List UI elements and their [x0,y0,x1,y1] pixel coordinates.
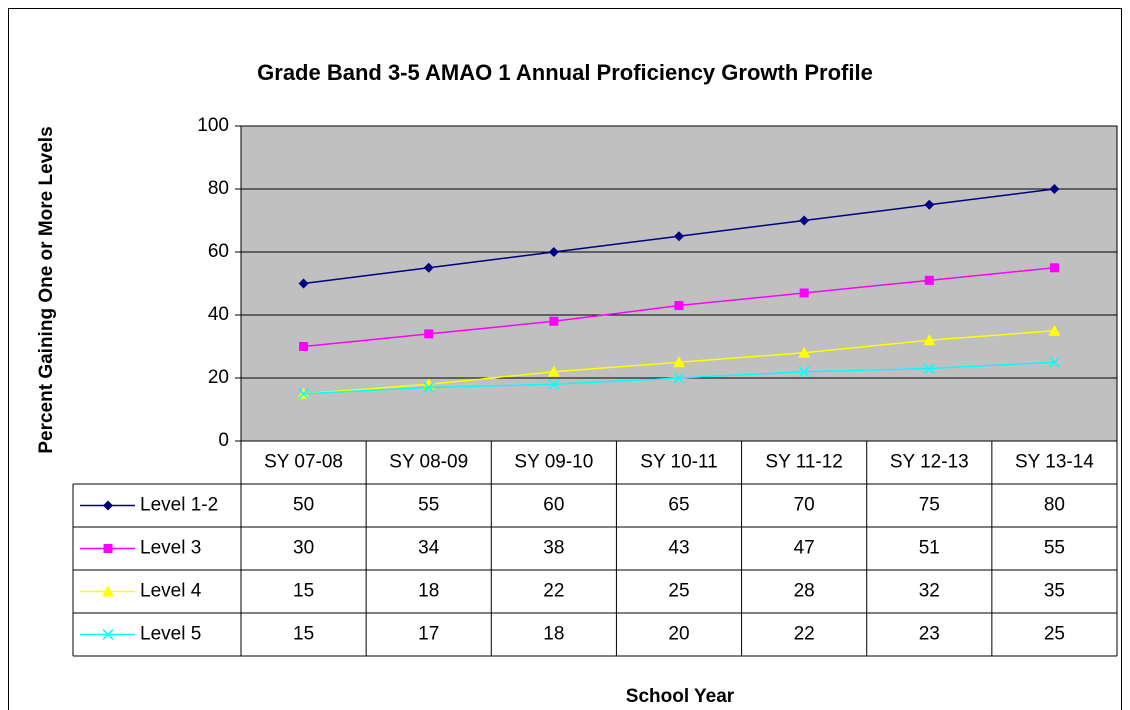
table-value: 60 [543,495,564,516]
x-axis-label: School Year [626,686,735,707]
marker [798,366,810,378]
marker [674,231,684,242]
y-tick-label: 0 [218,430,229,451]
marker [422,378,435,390]
marker [799,288,809,298]
table-value: 22 [543,581,564,602]
y-tick-label: 20 [208,367,229,388]
marker [923,363,935,375]
marker [298,388,310,400]
marker [1048,356,1060,368]
legend-label: Level 5 [140,624,201,645]
table-value: 18 [418,581,439,602]
table-value: 70 [794,495,815,516]
table-value: 25 [1044,624,1065,645]
table-value: 75 [919,495,940,516]
marker [103,500,113,511]
table-value: 43 [668,538,689,559]
table-value: 55 [1044,538,1065,559]
marker [923,334,936,346]
table-value: 15 [293,624,314,645]
table-value: 25 [668,581,689,602]
chart-title: Grade Band 3-5 AMAO 1 Annual Proficiency… [257,60,873,85]
marker [423,262,434,273]
table-value: 28 [794,581,815,602]
table-value: 35 [1044,581,1065,602]
y-axis-label: Percent Gaining One or More Levels [36,126,57,453]
legend-label: Level 1-2 [140,495,218,516]
marker [102,628,114,641]
table-value: 17 [418,624,439,645]
table-value: 20 [668,624,689,645]
x-tick-label: SY 13-14 [1015,452,1094,473]
table-value: 15 [293,581,314,602]
plot-border [240,125,1118,442]
marker [548,378,560,390]
y-tick-label: 80 [208,178,229,199]
table-value: 65 [668,495,689,516]
x-tick-label: SY 08-09 [389,452,468,473]
marker [673,356,685,368]
marker [424,329,434,339]
marker [103,544,113,553]
marker [299,342,309,351]
table-value: 80 [1044,495,1065,516]
marker [1048,324,1061,336]
y-tick-label: 100 [197,115,229,136]
table-value: 18 [543,624,564,645]
table-value: 51 [919,538,940,559]
x-tick-label: SY 07-08 [264,452,343,473]
marker [924,275,934,285]
marker [547,365,560,377]
y-tick-label: 40 [208,304,229,325]
marker [102,585,114,597]
table-value: 38 [543,538,564,559]
y-tick-label: 60 [208,241,229,262]
marker [423,381,435,393]
table-value: 50 [293,495,314,516]
marker [924,199,935,210]
marker [1049,263,1059,273]
table-value: 23 [919,624,940,645]
x-tick-label: SY 11-12 [765,452,842,473]
plot-area [241,126,1117,441]
table-value: 22 [794,624,815,645]
table-value: 47 [794,538,815,559]
marker [1049,184,1060,194]
table-value: 32 [919,581,940,602]
marker [673,372,685,384]
marker [799,215,810,226]
x-tick-label: SY 10-11 [640,452,717,473]
x-tick-label: SY 12-13 [890,452,969,473]
table-value: 30 [293,538,314,559]
legend-label: Level 4 [140,581,202,602]
marker [298,278,309,289]
marker [674,301,684,311]
legend-label: Level 3 [140,538,201,559]
marker [549,316,559,326]
table-value: 55 [418,495,439,516]
table-value: 34 [418,538,440,559]
marker [798,346,811,358]
x-tick-label: SY 09-10 [514,452,593,473]
marker [548,247,559,257]
